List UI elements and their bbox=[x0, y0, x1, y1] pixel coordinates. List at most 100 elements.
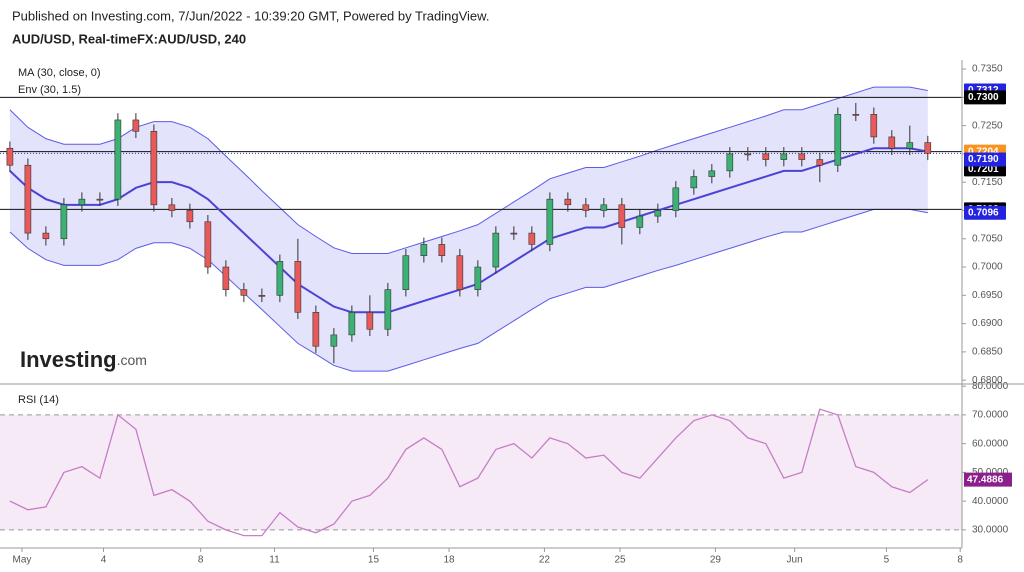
rsi-tick-label: 40.0000 bbox=[972, 496, 1009, 507]
candle-body bbox=[150, 130, 158, 206]
rsi-tick-label: 70.0000 bbox=[972, 410, 1009, 421]
candle-body bbox=[888, 136, 896, 149]
rsi-tick-label: 60.0000 bbox=[972, 438, 1009, 449]
candle-body bbox=[798, 153, 806, 160]
candle-body bbox=[78, 198, 86, 206]
rsi-last-box bbox=[964, 472, 1012, 487]
candle-body bbox=[204, 221, 212, 268]
x-tick-label: 29 bbox=[710, 555, 722, 566]
candle-body bbox=[762, 153, 770, 160]
candle-body bbox=[6, 147, 14, 166]
candle-body bbox=[726, 153, 734, 172]
y-tick-label: 0.7050 bbox=[972, 233, 1003, 244]
candle-body bbox=[510, 232, 518, 235]
x-tick-label: 4 bbox=[101, 555, 107, 566]
candle-body bbox=[240, 289, 248, 296]
candle-body bbox=[834, 114, 842, 166]
ma-line bbox=[9, 147, 928, 314]
x-tick-label: 8 bbox=[198, 555, 204, 566]
x-tick-label: 25 bbox=[614, 555, 626, 566]
price-label-box bbox=[964, 90, 1006, 105]
price-label-box bbox=[964, 152, 1006, 167]
candle-body bbox=[222, 266, 230, 290]
envelope-lower bbox=[9, 208, 928, 372]
candle-body bbox=[348, 311, 356, 336]
envelope-fill bbox=[9, 87, 928, 372]
chart-title: AUD/USD, Real-timeFX:AUD/USD, 240 bbox=[12, 31, 246, 46]
x-tick-label: Jun bbox=[787, 555, 803, 566]
x-tick-label: 5 bbox=[884, 555, 890, 566]
candle-body bbox=[654, 210, 662, 217]
logo-main: Investing bbox=[20, 347, 117, 372]
candle-body bbox=[456, 255, 464, 290]
candle-body bbox=[618, 204, 626, 228]
candle-body bbox=[384, 289, 392, 330]
candle-body bbox=[690, 176, 698, 189]
y-tick-label: 0.6800 bbox=[972, 375, 1003, 386]
rsi-legend: RSI (14) bbox=[18, 394, 59, 406]
candle-body bbox=[852, 114, 860, 116]
price-label: 0.7096 bbox=[968, 207, 999, 218]
rsi-tick-label: 80.0000 bbox=[972, 381, 1009, 392]
candle-body bbox=[402, 255, 410, 290]
candle-body bbox=[420, 244, 428, 257]
candle-body bbox=[168, 204, 176, 211]
candle-body bbox=[474, 266, 482, 290]
candle-body bbox=[24, 164, 32, 234]
candle-body bbox=[132, 119, 140, 132]
logo: Investing.com bbox=[20, 347, 147, 372]
x-tick-label: 15 bbox=[368, 555, 380, 566]
y-tick-label: 0.7350 bbox=[972, 64, 1003, 75]
x-tick-label: 11 bbox=[269, 555, 280, 566]
candle-body bbox=[276, 261, 284, 296]
x-tick-label: 18 bbox=[443, 555, 455, 566]
y-tick-label: 0.7150 bbox=[972, 177, 1003, 188]
candle-body bbox=[438, 244, 446, 257]
price-label: 0.7300 bbox=[968, 92, 999, 103]
y-tick-label: 0.7250 bbox=[972, 120, 1003, 131]
y-tick-label: 0.6950 bbox=[972, 290, 1003, 301]
candle-body bbox=[870, 114, 878, 138]
x-tick-label: May bbox=[13, 555, 32, 566]
candle-body bbox=[258, 295, 266, 297]
candle-body bbox=[114, 119, 122, 200]
candle-body bbox=[42, 232, 50, 240]
candle-body bbox=[906, 142, 914, 149]
rsi-line bbox=[9, 408, 929, 537]
logo-suffix: .com bbox=[117, 352, 147, 368]
candle-body bbox=[708, 170, 716, 177]
candle-body bbox=[582, 204, 590, 211]
candle-body bbox=[780, 153, 788, 160]
candle-body bbox=[672, 187, 680, 211]
candle-body bbox=[492, 232, 500, 268]
candle-body bbox=[564, 198, 572, 206]
rsi-tick-label: 30.0000 bbox=[972, 525, 1009, 536]
rsi-last-label: 47.4886 bbox=[967, 474, 1004, 485]
candle-body bbox=[294, 261, 302, 313]
candle-body bbox=[744, 153, 752, 156]
candle-body bbox=[546, 198, 554, 245]
candle-body bbox=[924, 142, 932, 154]
candle-body bbox=[312, 311, 320, 347]
price-label-box bbox=[964, 205, 1006, 220]
ma-legend: MA (30, close, 0) bbox=[18, 67, 101, 79]
price-label: 0.7190 bbox=[968, 154, 999, 165]
x-tick-label: 22 bbox=[539, 555, 551, 566]
y-tick-label: 0.6850 bbox=[972, 347, 1003, 358]
price-label: 0.7201 bbox=[968, 164, 999, 175]
y-tick-label: 0.6900 bbox=[972, 318, 1003, 329]
candle-body bbox=[186, 210, 194, 223]
y-tick-label: 0.7000 bbox=[972, 262, 1003, 273]
x-tick-label: 8 bbox=[957, 555, 963, 566]
candle-body bbox=[366, 311, 374, 330]
price-label: 0.7204 bbox=[968, 146, 999, 157]
env-legend: Env (30, 1.5) bbox=[18, 84, 81, 96]
candle-body bbox=[330, 334, 338, 347]
candle-body bbox=[600, 204, 608, 211]
candle-body bbox=[60, 204, 68, 240]
candle-body bbox=[636, 215, 644, 228]
rsi-tick-label: 50.0000 bbox=[972, 467, 1009, 478]
candle-body bbox=[528, 232, 536, 245]
candle-body bbox=[96, 198, 104, 201]
